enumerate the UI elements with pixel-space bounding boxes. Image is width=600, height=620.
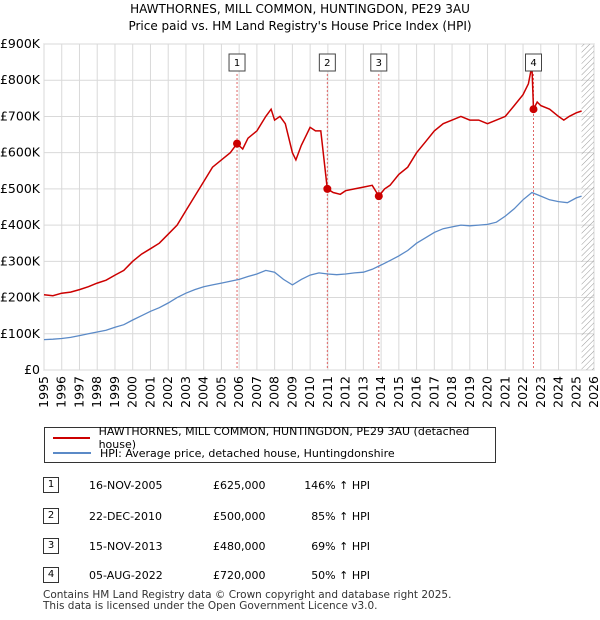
x-tick-label: 2025 <box>568 376 583 408</box>
transaction-hpi-change: 146% ↑ HPI <box>304 479 370 492</box>
y-tick-label: £800K <box>0 72 41 87</box>
x-tick-label: 2015 <box>391 376 406 408</box>
x-tick-label: 2000 <box>125 376 140 408</box>
x-tick-label: 2023 <box>533 376 548 408</box>
legend-swatch-hpi <box>53 452 91 454</box>
forecast-hatch-region <box>581 44 594 370</box>
marker-box-2 <box>318 53 336 72</box>
x-tick-label: 1996 <box>54 376 69 408</box>
x-tick-label: 2020 <box>480 376 495 408</box>
legend-swatch-property <box>53 437 90 439</box>
transaction-hpi-change: 50% ↑ HPI <box>311 569 370 582</box>
transaction-price: £480,000 <box>213 540 266 553</box>
marker-box-label-1: 1 <box>234 58 240 69</box>
marker-dot-1 <box>233 139 242 148</box>
transaction-row: 4 05-AUG-2022 £720,000 50% ↑ HPI <box>0 567 600 585</box>
y-tick-label: £200K <box>0 290 41 305</box>
y-tick-label: £100K <box>0 326 41 341</box>
y-tick-label: £700K <box>0 108 41 123</box>
x-tick-label: 2007 <box>249 376 264 408</box>
y-tick-label: £900K <box>0 36 41 51</box>
x-tick-label: 2006 <box>231 376 246 408</box>
y-tick-label: £300K <box>0 253 41 268</box>
x-tick-label: 2005 <box>213 376 228 408</box>
x-tick-label: 2013 <box>355 376 370 408</box>
transaction-number: 4 <box>43 567 59 583</box>
x-tick-label: 2022 <box>515 376 530 408</box>
chart-subtitle: Price paid vs. HM Land Registry's House … <box>128 19 471 33</box>
x-tick-label: 1995 <box>36 376 51 408</box>
transaction-number: 3 <box>43 538 59 554</box>
x-tick-label: 2017 <box>426 376 441 408</box>
transaction-number: 1 <box>43 477 59 493</box>
x-tick-label: 2026 <box>586 376 600 408</box>
x-tick-label: 2019 <box>462 376 477 408</box>
x-tick-label: 2009 <box>284 376 299 408</box>
x-tick-label: 2004 <box>196 376 211 408</box>
price-chart: HAWTHORNES, MILL COMMON, HUNTINGDON, PE2… <box>0 2 600 408</box>
marker-dot-2 <box>323 184 332 193</box>
y-tick-label: £400K <box>0 217 41 232</box>
property-series-line <box>43 65 582 297</box>
marker-dot-4 <box>529 105 538 114</box>
plot-area <box>43 43 595 371</box>
transaction-date: 05-AUG-2022 <box>89 569 163 582</box>
x-tick-label: 2024 <box>551 376 566 408</box>
marker-box-3 <box>370 53 388 72</box>
chart-legend: HAWTHORNES, MILL COMMON, HUNTINGDON, PE2… <box>44 425 496 463</box>
marker-dot-3 <box>374 192 383 201</box>
x-tick-label: 2021 <box>497 376 512 408</box>
footer-notice: Contains HM Land Registry data © Crown c… <box>43 590 451 612</box>
marker-lines <box>236 74 534 370</box>
hpi-series-line <box>43 191 582 341</box>
transaction-hpi-change: 85% ↑ HPI <box>311 510 370 523</box>
transaction-price: £720,000 <box>213 569 266 582</box>
x-tick-label: 1997 <box>71 376 86 408</box>
marker-box-label-4: 4 <box>530 58 536 69</box>
marker-box-label-2: 2 <box>324 58 330 69</box>
transaction-row: 2 22-DEC-2010 £500,000 85% ↑ HPI <box>0 508 600 526</box>
y-axis-labels: £0 £100K £200K £300K £400K £500K £600K £700K £80… <box>0 36 41 377</box>
x-tick-label: 2003 <box>178 376 193 408</box>
footer-copyright: Contains HM Land Registry data © Crown c… <box>43 589 452 601</box>
footer-licence: This data is licensed under the Open Gov… <box>43 600 378 612</box>
x-tick-label: 2016 <box>409 376 424 408</box>
x-tick-label: 2001 <box>142 376 157 408</box>
transaction-date: 15-NOV-2013 <box>89 540 163 553</box>
transaction-date: 16-NOV-2005 <box>89 479 163 492</box>
marker-boxes: 1 2 3 4 <box>228 53 542 72</box>
y-tick-label: £500K <box>0 181 41 196</box>
x-tick-label: 2012 <box>338 376 353 408</box>
x-tick-label: 2011 <box>320 376 335 408</box>
legend-item-hpi: HPI: Average price, detached house, Hunt… <box>53 446 395 460</box>
transaction-number: 2 <box>43 508 59 524</box>
x-axis-labels: 1995 1996 1997 1998 1999 2000 2001 2002 2003 2004… <box>36 376 600 408</box>
marker-box-label-3: 3 <box>376 58 382 69</box>
marker-box-1 <box>228 53 246 72</box>
transaction-date: 22-DEC-2010 <box>89 510 163 523</box>
legend-item-property: HAWTHORNES, MILL COMMON, HUNTINGDON, PE2… <box>53 425 495 451</box>
x-tick-label: 1998 <box>89 376 104 408</box>
transaction-row: 1 16-NOV-2005 £625,000 146% ↑ HPI <box>0 477 600 495</box>
y-tick-label: £600K <box>0 145 41 160</box>
x-tick-label: 2010 <box>302 376 317 408</box>
marker-dots <box>233 105 538 201</box>
x-tick-label: 2014 <box>373 376 388 408</box>
x-tick-label: 2008 <box>267 376 282 408</box>
x-tick-label: 2002 <box>160 376 175 408</box>
transaction-hpi-change: 69% ↑ HPI <box>311 540 370 553</box>
legend-label-hpi: HPI: Average price, detached house, Hunt… <box>100 446 395 460</box>
grid-lines <box>43 43 595 371</box>
legend-label-property: HAWTHORNES, MILL COMMON, HUNTINGDON, PE2… <box>98 425 470 451</box>
transaction-row: 3 15-NOV-2013 £480,000 69% ↑ HPI <box>0 538 600 556</box>
chart-title: HAWTHORNES, MILL COMMON, HUNTINGDON, PE2… <box>130 2 470 16</box>
x-tick-label: 2018 <box>444 376 459 408</box>
transaction-price: £625,000 <box>213 479 266 492</box>
marker-box-4 <box>525 53 542 72</box>
x-tick-label: 1999 <box>107 376 122 408</box>
y-tick-label: £0 <box>24 362 40 377</box>
transaction-price: £500,000 <box>213 510 266 523</box>
